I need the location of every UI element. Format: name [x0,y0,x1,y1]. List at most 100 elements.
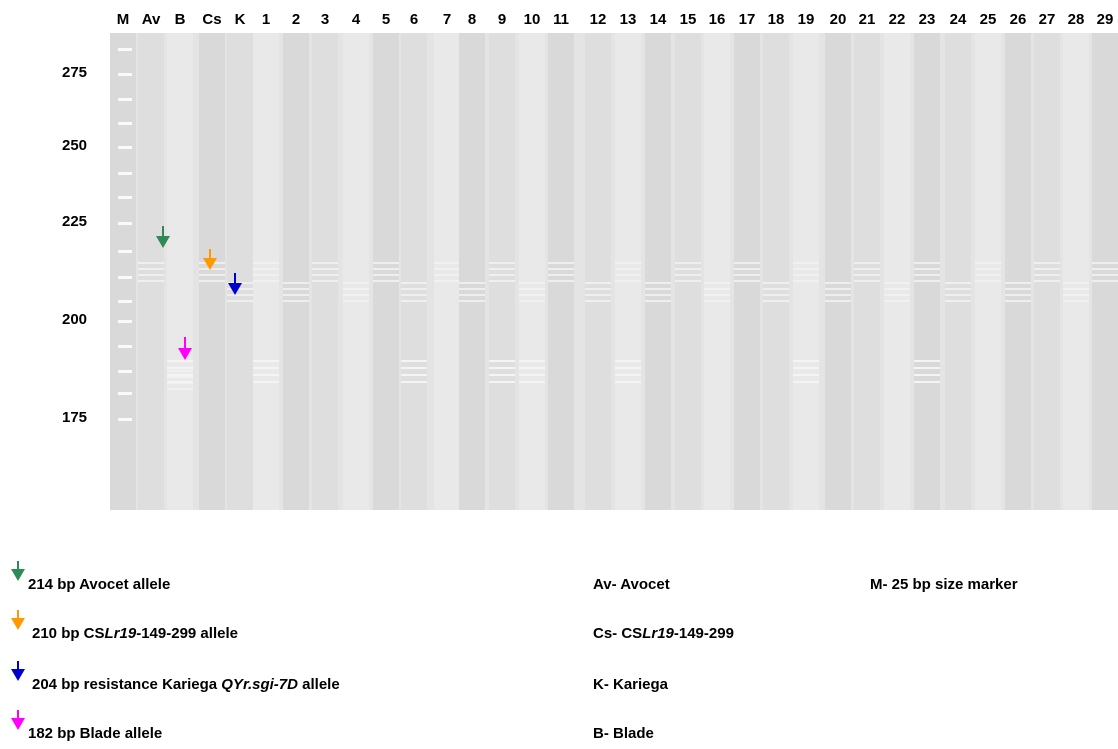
lane [793,33,819,510]
lane-label: 26 [1010,11,1027,28]
band [734,268,760,270]
band [227,288,253,290]
band [914,381,940,383]
band [312,268,338,270]
legend-text-part: allele [298,676,340,693]
lane [914,33,940,510]
band [975,268,1001,270]
lane-label: 6 [410,11,418,28]
key-text: Av- Avocet [593,576,670,593]
band [1034,268,1060,270]
band [312,280,338,282]
marker-band [118,250,132,253]
band [615,367,641,369]
band [167,388,193,390]
band [253,374,279,376]
band [199,280,225,282]
band [645,282,671,284]
marker-band [118,320,132,323]
lane [945,33,971,510]
band [763,282,789,284]
band [519,374,545,376]
size-label: 225 [62,213,87,230]
lane [227,33,253,510]
band [884,300,910,302]
band [615,374,641,376]
lane [199,33,225,510]
lane [884,33,910,510]
key-text: Cs- CSLr19-149-299 [593,625,734,642]
lane-label: 2 [292,11,300,28]
band [459,282,485,284]
band [914,268,940,270]
lane [401,33,427,510]
lane [1005,33,1031,510]
band [793,374,819,376]
lane-label: Av [142,11,161,28]
size-label: 200 [62,311,87,328]
lane [110,33,136,510]
band [373,262,399,264]
figure: MAvBCsK123456789101112131415161718192021… [0,0,1118,744]
lane [343,33,369,510]
band [793,360,819,362]
band [548,280,574,282]
band [489,280,515,282]
band [975,280,1001,282]
band [704,282,730,284]
band [1034,262,1060,264]
legend-text-part: 182 bp Blade allele [28,725,162,742]
band [734,280,760,282]
band [1063,282,1089,284]
lane-label: B [175,11,186,28]
band [1034,280,1060,282]
band [793,381,819,383]
lane-label: 16 [709,11,726,28]
band [167,367,193,369]
band [283,282,309,284]
band [253,268,279,270]
lane [763,33,789,510]
band [401,288,427,290]
size-label: 250 [62,137,87,154]
band [343,282,369,284]
key-text: B- Blade [593,725,654,742]
lane-label: 27 [1039,11,1056,28]
marker-band [118,122,132,125]
lane [373,33,399,510]
legend-text-part: QYr.sgi-7D [221,676,298,693]
band [434,280,460,282]
lane [138,33,164,510]
marker-band [118,300,132,303]
legend-text-part: -149-299 allele [136,625,238,642]
band [645,294,671,296]
legend-text: 204 bp resistance Kariega QYr.sgi-7D all… [32,676,340,693]
arrow [11,610,25,630]
band [793,274,819,276]
legend-text: 214 bp Avocet allele [28,576,170,593]
band [519,381,545,383]
marker-band [118,48,132,51]
band [914,374,940,376]
lane [548,33,574,510]
legend-text-part: 214 bp Avocet allele [28,576,170,593]
band [401,360,427,362]
lane [734,33,760,510]
lane [434,33,460,510]
band [548,274,574,276]
band [615,274,641,276]
band [1092,262,1118,264]
lane-label: 29 [1097,11,1114,28]
lane [975,33,1001,510]
band [763,294,789,296]
legend-text: 210 bp CSLr19-149-299 allele [32,625,238,642]
band [1005,300,1031,302]
lane [585,33,611,510]
key-text-part: B- Blade [593,725,654,742]
band [459,288,485,290]
band [704,300,730,302]
band [1092,280,1118,282]
band [167,370,193,372]
marker-note: M- 25 bp size marker [870,576,1018,593]
band [1005,294,1031,296]
